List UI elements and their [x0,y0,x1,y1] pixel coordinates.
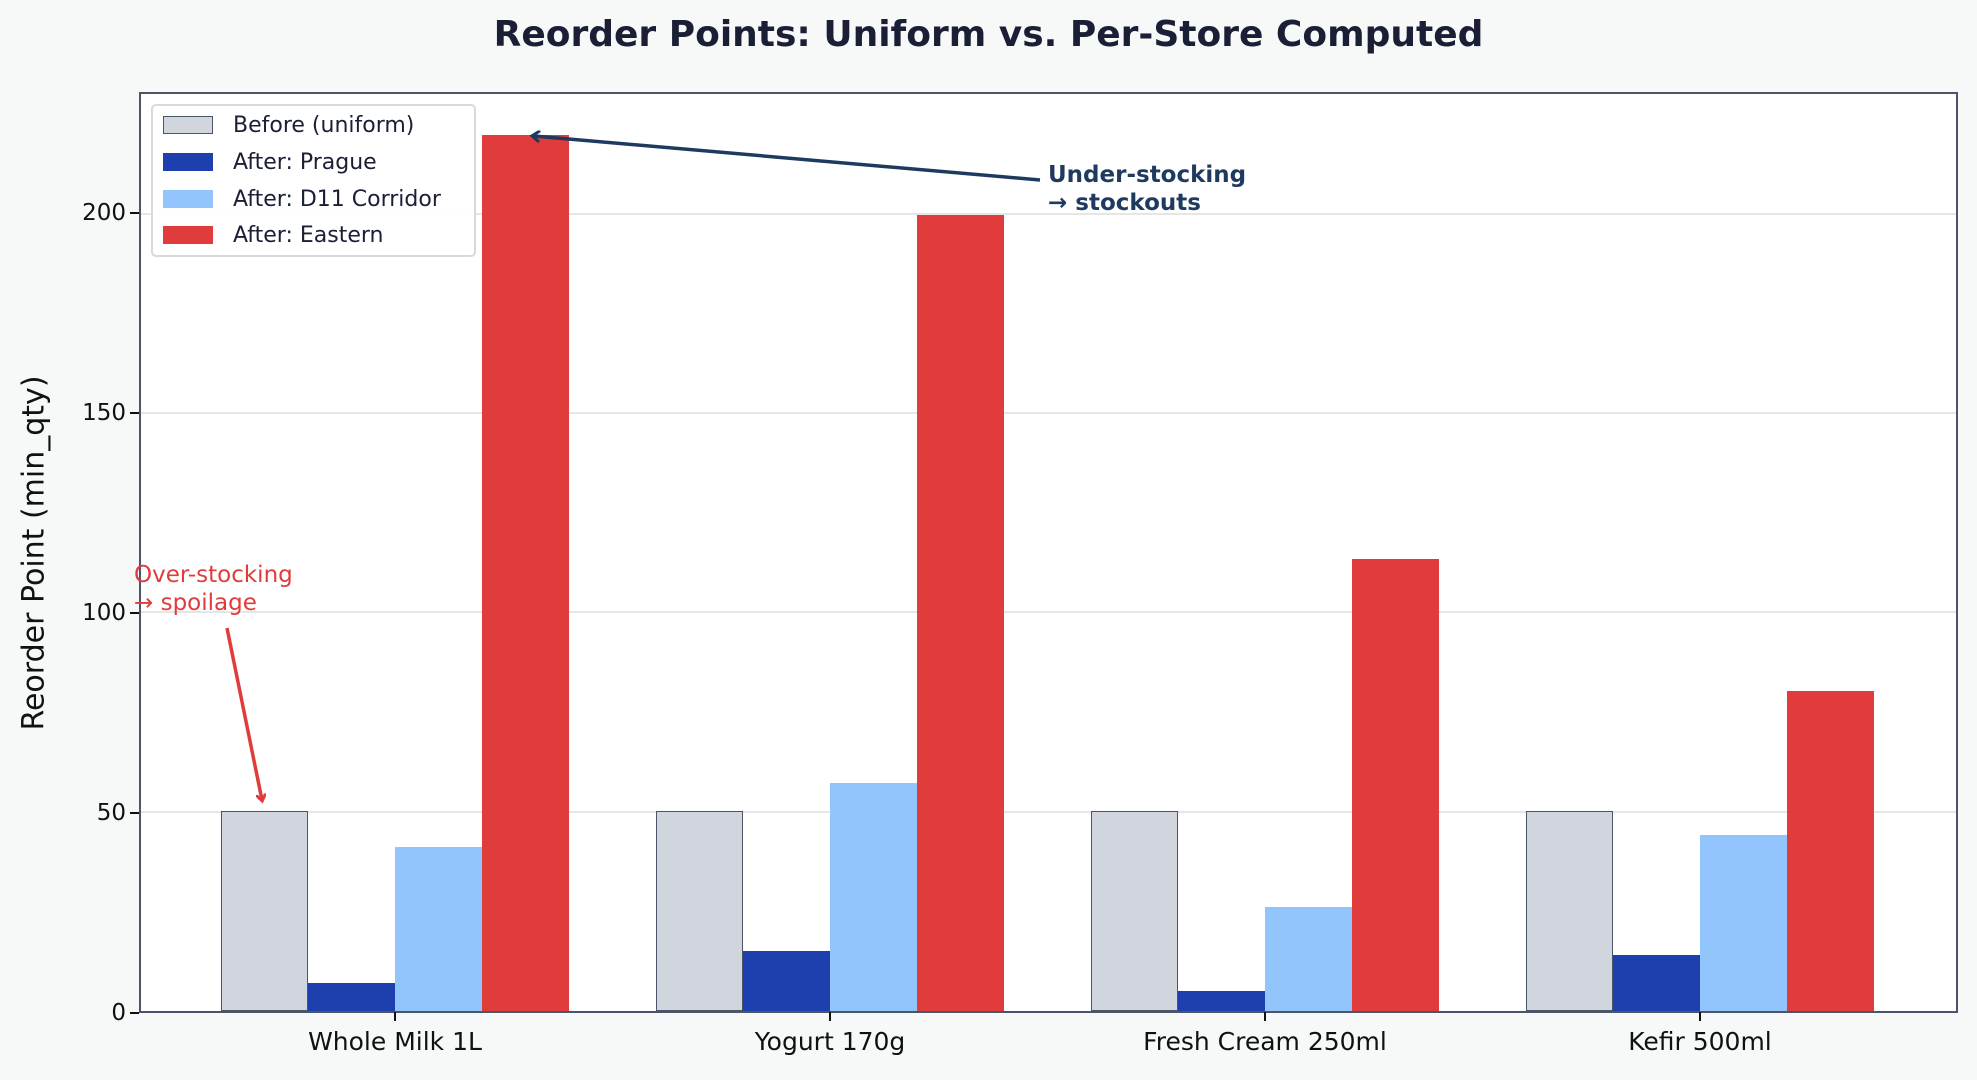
bar-after-prague [1178,991,1265,1011]
x-tick-label: Kefir 500ml [1628,1027,1772,1056]
bar-after-eastern [917,215,1004,1011]
annotation-line: → stockouts [1048,190,1201,216]
y-tick-label: 200 [82,199,126,226]
gridline [141,810,1956,813]
x-tick-mark [1264,1012,1266,1021]
y-tick-label: 0 [111,999,126,1026]
gridline [141,411,1956,414]
bar-before-uniform [221,811,308,1011]
annotation-overstocking: Over-stocking → spoilage [134,561,293,617]
y-tick-mark [130,211,139,214]
bar-after-d11-corridor [1265,907,1352,1011]
legend-item-eastern: After: Eastern [163,220,383,250]
legend-swatch-icon [163,116,213,134]
legend-item-d11: After: D11 Corridor [163,184,441,214]
bar-after-eastern [482,135,569,1011]
x-tick-mark [1699,1012,1701,1021]
legend-swatch-icon [163,190,213,208]
bar-after-d11-corridor [830,783,917,1011]
bar-after-eastern [1787,691,1874,1011]
legend-swatch-icon [163,226,213,244]
plot-area [139,92,1958,1013]
y-tick-label: 50 [96,799,126,826]
chart-title: Reorder Points: Uniform vs. Per-Store Co… [493,14,1484,55]
y-tick-label: 100 [82,599,126,626]
bar-after-d11-corridor [395,847,482,1011]
legend-label: Before (uniform) [233,112,415,138]
legend-label: After: D11 Corridor [233,186,441,212]
y-tick-mark [130,811,139,814]
x-tick-mark [829,1012,831,1021]
bar-after-eastern [1352,559,1439,1011]
bar-before-uniform [656,811,743,1011]
bar-after-d11-corridor [1700,835,1787,1011]
x-tick-label: Fresh Cream 250ml [1143,1027,1387,1056]
bar-after-prague [308,983,395,1011]
legend-item-prague: After: Prague [163,147,377,177]
legend-item-before: Before (uniform) [163,110,414,140]
annotation-understocking: Under-stocking → stockouts [1048,161,1246,217]
legend: Before (uniform) After: Prague After: D1… [151,104,476,257]
legend-label: After: Prague [233,149,377,175]
bar-before-uniform [1526,811,1613,1011]
x-tick-label: Yogurt 170g [754,1027,906,1056]
y-tick-mark [130,611,139,614]
y-tick-mark [130,411,139,414]
bar-after-prague [1613,955,1700,1011]
legend-label: After: Eastern [233,222,384,248]
y-tick-mark [130,1011,139,1014]
annotation-line: Over-stocking [134,562,293,588]
x-tick-mark [394,1012,396,1021]
annotation-line: → spoilage [134,590,257,616]
y-tick-label: 150 [82,399,126,426]
bar-before-uniform [1091,811,1178,1011]
gridline [141,212,1956,215]
annotation-line: Under-stocking [1048,162,1247,188]
legend-swatch-icon [163,153,213,171]
bar-after-prague [743,951,830,1011]
x-tick-label: Whole Milk 1L [308,1027,482,1056]
gridline [141,611,1956,614]
